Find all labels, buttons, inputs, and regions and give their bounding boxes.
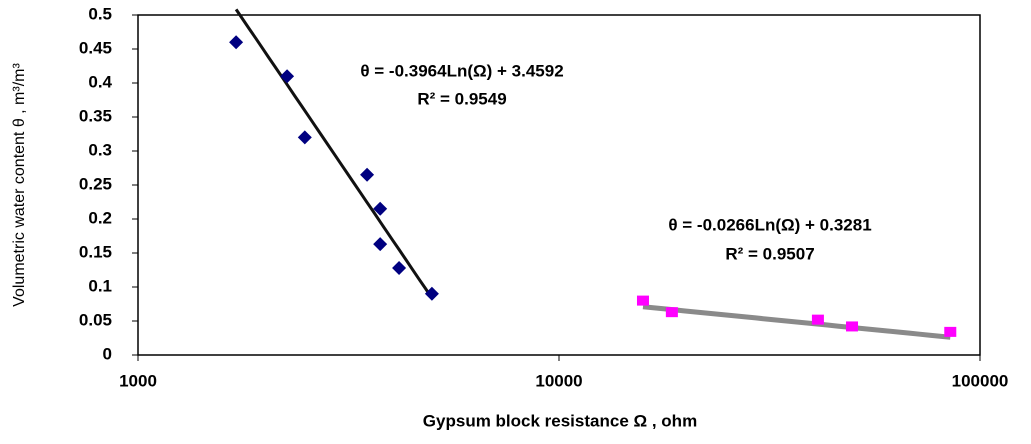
y-tick-label: 0.45 <box>79 38 112 57</box>
trend-equation: θ = -0.0266Ln(Ω) + 0.3281 <box>668 215 871 234</box>
point <box>297 130 312 145</box>
y-tick-label: 0.25 <box>79 174 112 193</box>
point <box>636 295 649 306</box>
y-tick-label: 0.5 <box>88 4 112 23</box>
y-tick-label: 0.1 <box>88 276 112 295</box>
point <box>280 69 295 84</box>
trendline <box>234 8 434 299</box>
point <box>424 286 439 301</box>
y-tick-label: 0.2 <box>88 208 112 227</box>
x-axis-title: Gypsum block resistance Ω , ohm <box>423 411 697 430</box>
trend-r2: R² = 0.9549 <box>417 89 506 108</box>
trendline <box>642 304 951 340</box>
x-tick-label: 100000 <box>952 371 1009 390</box>
point <box>944 326 957 337</box>
x-tick-label: 1000 <box>119 371 157 390</box>
point <box>373 237 388 252</box>
point <box>846 321 859 332</box>
y-tick-label: 0.3 <box>88 140 112 159</box>
y-tick-label: 0.4 <box>88 72 112 91</box>
point <box>811 314 824 325</box>
y-tick-label: 0.15 <box>79 242 112 261</box>
y-tick-label: 0.35 <box>79 106 112 125</box>
x-tick-label: 10000 <box>535 371 582 390</box>
trend-equation: θ = -0.3964Ln(Ω) + 3.4592 <box>360 61 563 80</box>
y-tick-label: 0 <box>103 344 112 363</box>
trend-r2: R² = 0.9507 <box>725 244 814 263</box>
point <box>665 307 678 318</box>
point <box>392 260 407 275</box>
point <box>373 201 388 216</box>
point <box>360 167 375 182</box>
point <box>229 35 244 50</box>
y-tick-label: 0.05 <box>79 310 112 329</box>
y-axis-title: Volumetric water content θ , m³/m³ <box>11 63 28 307</box>
